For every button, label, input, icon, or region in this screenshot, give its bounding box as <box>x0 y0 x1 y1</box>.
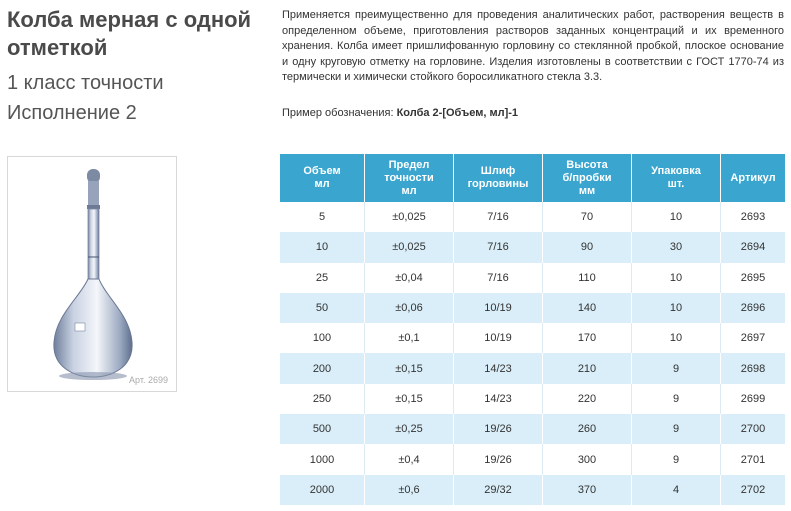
cell-height: 220 <box>542 383 632 415</box>
cell-accuracy: ±0,15 <box>364 353 454 384</box>
cell-volume: 100 <box>280 323 365 354</box>
cell-joint: 29/32 <box>453 474 543 505</box>
table-row: 100 ±0,1 10/19 170 10 2697 <box>280 323 785 354</box>
table-row: 1000 ±0,4 19/26 300 9 2701 <box>280 444 785 475</box>
cell-article: 2694 <box>720 232 785 263</box>
cell-volume: 1000 <box>280 444 365 475</box>
cell-joint: 7/16 <box>453 202 543 233</box>
volumetric-flask-icon <box>53 169 133 380</box>
cell-height: 210 <box>542 353 632 384</box>
variant-label: Исполнение 2 <box>7 102 137 124</box>
cell-accuracy: ±0,1 <box>364 323 454 354</box>
table-row: 10 ±0,025 7/16 90 30 2694 <box>280 232 785 263</box>
table-row: 5 ±0,025 7/16 70 10 2693 <box>280 202 785 233</box>
cell-joint: 10/19 <box>453 323 543 354</box>
table-row: 200 ±0,15 14/23 210 9 2698 <box>280 353 785 384</box>
cell-accuracy: ±0,6 <box>364 474 454 505</box>
cell-pack: 4 <box>631 474 721 505</box>
specifications-table: Объем мл Предел точности мл Шлиф горлови… <box>280 154 785 505</box>
cell-article: 2702 <box>720 474 785 505</box>
cell-pack: 10 <box>631 202 721 233</box>
cell-height: 140 <box>542 292 632 324</box>
cell-joint: 7/16 <box>453 232 543 263</box>
cell-joint: 10/19 <box>453 292 543 324</box>
cell-article: 2699 <box>720 383 785 415</box>
table-row: 50 ±0,06 10/19 140 10 2696 <box>280 292 785 324</box>
header-volume: Объем мл <box>280 154 365 202</box>
cell-pack: 10 <box>631 292 721 324</box>
cell-accuracy: ±0,06 <box>364 292 454 324</box>
table-row: 250 ±0,15 14/23 220 9 2699 <box>280 383 785 415</box>
cell-height: 260 <box>542 414 632 445</box>
cell-joint: 14/23 <box>453 353 543 384</box>
cell-joint: 14/23 <box>453 383 543 415</box>
cell-pack: 9 <box>631 414 721 445</box>
cell-joint: 19/26 <box>453 444 543 475</box>
cell-volume: 50 <box>280 292 365 324</box>
table-header-row: Объем мл Предел точности мл Шлиф горлови… <box>280 154 785 202</box>
cell-joint: 19/26 <box>453 414 543 445</box>
cell-height: 90 <box>542 232 632 263</box>
cell-volume: 2000 <box>280 474 365 505</box>
product-description: Применяется преимущественно для проведен… <box>282 9 784 84</box>
table-row: 2000 ±0,6 29/32 370 4 2702 <box>280 474 785 505</box>
cell-article: 2701 <box>720 444 785 475</box>
header-pack: Упаковка шт. <box>631 154 721 202</box>
cell-accuracy: ±0,4 <box>364 444 454 475</box>
product-image: Арт. 2699 <box>7 156 177 392</box>
cell-pack: 10 <box>631 262 721 293</box>
table-row: 25 ±0,04 7/16 110 10 2695 <box>280 262 785 293</box>
cell-height: 70 <box>542 202 632 233</box>
cell-joint: 7/16 <box>453 262 543 293</box>
cell-pack: 10 <box>631 323 721 354</box>
cell-pack: 9 <box>631 353 721 384</box>
header-article: Артикул <box>720 154 785 202</box>
designation-value: Колба 2-[Объем, мл]-1 <box>396 107 519 119</box>
cell-pack: 9 <box>631 383 721 415</box>
designation-label: Пример обозначения: <box>282 107 397 119</box>
product-title: Колба мерная с одной отметкой <box>7 7 252 60</box>
cell-volume: 5 <box>280 202 365 233</box>
cell-height: 370 <box>542 474 632 505</box>
cell-article: 2693 <box>720 202 785 233</box>
cell-article: 2700 <box>720 414 785 445</box>
cell-height: 300 <box>542 444 632 475</box>
cell-article: 2695 <box>720 262 785 293</box>
cell-accuracy: ±0,04 <box>364 262 454 293</box>
table-row: 500 ±0,25 19/26 260 9 2700 <box>280 414 785 445</box>
cell-article: 2696 <box>720 292 785 324</box>
header-height: Высота б/пробки мм <box>542 154 632 202</box>
cell-article: 2698 <box>720 353 785 384</box>
designation-example: Пример обозначения: Колба 2-[Объем, мл]-… <box>282 107 518 119</box>
cell-volume: 250 <box>280 383 365 415</box>
accuracy-class: 1 класс точности <box>7 72 164 94</box>
article-caption: Арт. 2699 <box>129 375 168 385</box>
cell-article: 2697 <box>720 323 785 354</box>
cell-volume: 200 <box>280 353 365 384</box>
cell-height: 110 <box>542 262 632 293</box>
cell-accuracy: ±0,15 <box>364 383 454 415</box>
cell-accuracy: ±0,25 <box>364 414 454 445</box>
cell-volume: 10 <box>280 232 365 263</box>
cell-volume: 25 <box>280 262 365 293</box>
cell-accuracy: ±0,025 <box>364 202 454 233</box>
cell-pack: 9 <box>631 444 721 475</box>
header-accuracy: Предел точности мл <box>364 154 454 202</box>
cell-height: 170 <box>542 323 632 354</box>
cell-pack: 30 <box>631 232 721 263</box>
cell-accuracy: ±0,025 <box>364 232 454 263</box>
header-joint: Шлиф горловины <box>453 154 543 202</box>
cell-volume: 500 <box>280 414 365 445</box>
